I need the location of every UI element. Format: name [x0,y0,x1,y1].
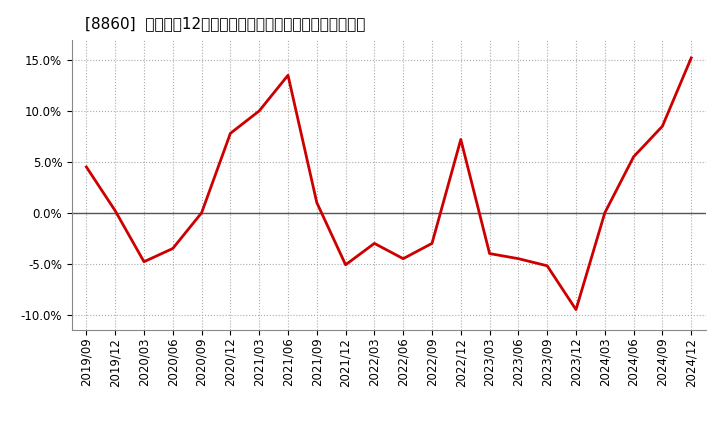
Text: [8860]  売上高の12か月移動合計の対前年同期増減率の推移: [8860] 売上高の12か月移動合計の対前年同期増減率の推移 [85,16,365,32]
